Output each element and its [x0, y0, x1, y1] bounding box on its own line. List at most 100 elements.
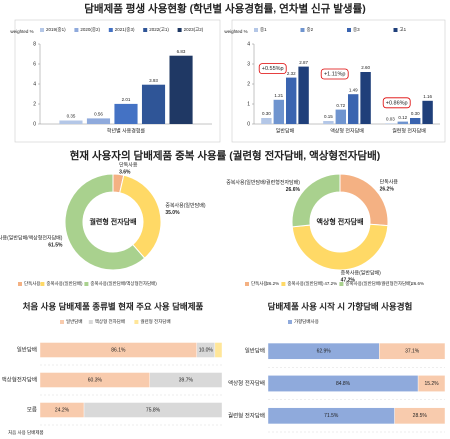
y-tick-label: 0 [33, 121, 36, 127]
data-label: 2.60 [361, 65, 370, 70]
panel-frame [14, 19, 221, 143]
legend-label: 2020(중2) [80, 27, 100, 32]
data-label: 61.5% [48, 242, 63, 248]
legend-label: 중복사용(일반담배/궐련형전자담배) [345, 280, 412, 287]
data-label: 60.3% [88, 377, 103, 383]
legend-swatch [254, 28, 258, 32]
bar [261, 118, 272, 124]
data-label: 0.56 [94, 112, 103, 117]
bar [360, 72, 371, 124]
legend-swatch [60, 320, 64, 324]
data-label: 0.30 [411, 111, 420, 116]
bar-segment [379, 342, 446, 360]
legend-label: 고1 [400, 27, 407, 32]
slice-label: 중복사용(일반담배/궐련형전자담배) [226, 179, 300, 186]
x-tick-label: 액상형 전자담배 [330, 127, 364, 134]
center-label: 궐련형 전자담배 [89, 217, 136, 226]
data-label: 86.1% [111, 347, 126, 353]
legend-swatch [108, 28, 113, 32]
bar [347, 94, 359, 124]
legend-swatch [74, 28, 79, 32]
legend-swatch [177, 28, 182, 32]
legend-value: 26.6% [411, 281, 424, 286]
legend-label: 중1 [260, 27, 267, 32]
bar [273, 99, 285, 124]
y-tick-label: 4 [247, 41, 250, 47]
bar-segment [214, 342, 223, 358]
section-heading: 담배제품 평생 사용현황 (학년별 사용경험률, 연차별 신규 발생률) [84, 2, 366, 15]
legend-swatch [300, 28, 305, 32]
data-label: 0.03 [386, 117, 395, 122]
x-tick-label: 일반담배 [276, 127, 295, 134]
legend-swatch [40, 28, 44, 32]
legend-value: 47.2% [324, 281, 337, 286]
legend-label: 일반담배 [66, 318, 83, 325]
data-label: 0.35 [67, 114, 76, 119]
bar [385, 123, 396, 124]
y-tick-label: 일반담배 [17, 345, 37, 353]
bar [397, 121, 409, 124]
data-label: 24.2% [55, 407, 70, 413]
annotation: +1.11%p [324, 71, 345, 77]
y-tick-label: 8 [33, 41, 36, 47]
slice-label: 중복사용(일반담배/액상형전자담배) [0, 234, 63, 241]
section-heading: 담배제품 사용 시작 시 가향담배 사용경험 [268, 301, 413, 311]
bar [59, 120, 83, 124]
data-label: 62.9% [317, 348, 332, 354]
data-label: 0.30 [262, 111, 271, 116]
bar [298, 66, 309, 124]
legend-swatch [143, 28, 148, 32]
data-label: 2.87 [299, 60, 308, 65]
y-axis-label: weighted % [224, 29, 247, 34]
y-tick-label: 3 [247, 61, 250, 67]
legend-swatch [134, 320, 139, 324]
data-label: 6.83 [177, 49, 186, 54]
legend-label: 중복사용(일반담배/액상형전자담배) [90, 280, 157, 287]
donut-slice [291, 223, 389, 271]
donut-slice [291, 173, 341, 228]
legend-label: 2023(고2) [184, 27, 204, 32]
data-label: 75.8% [146, 407, 161, 413]
x-axis-label: 처음 사용 담배제품 [8, 429, 44, 436]
bar-segment [417, 375, 446, 392]
annotation-box [320, 68, 349, 80]
legend-swatch [245, 282, 249, 286]
data-label: 47.2% [341, 277, 356, 283]
bar [335, 109, 347, 124]
legend-label: 중복사용(일반담배) [46, 280, 83, 287]
data-label: 71.5% [324, 413, 339, 419]
legend-swatch [347, 28, 351, 32]
bar [86, 118, 111, 124]
panel-frame [231, 19, 446, 143]
bar [422, 100, 433, 124]
data-label: 39.7% [179, 377, 194, 383]
x-tick-label: 학년별 사용경험률 [107, 127, 146, 134]
y-tick-label: 1 [247, 101, 250, 107]
legend-swatch [339, 282, 344, 286]
data-label: 2.01 [122, 97, 131, 102]
y-axis-label: weighted % [10, 29, 33, 34]
data-label: 0.15 [324, 114, 333, 119]
y-tick-label: 6 [33, 61, 36, 67]
y-tick-label: 2 [247, 81, 250, 87]
section-heading: 현재 사용자의 담배제품 중복 사용률 (궐련형 전자담배, 액상형전자담배) [70, 149, 380, 162]
bar [323, 121, 334, 124]
data-label: 84.8% [336, 381, 351, 387]
legend-swatch [288, 320, 292, 324]
legend-label: 액상형 전자담배 [95, 318, 125, 325]
slice-label: 단독사용 [119, 162, 138, 169]
data-label: 26.6% [286, 187, 301, 193]
slice-label: 단독사용 [380, 179, 399, 186]
data-label: 1.49 [349, 87, 358, 92]
y-tick-label: 일반담배 [245, 347, 265, 355]
bar-segment [149, 372, 223, 388]
legend-swatch [18, 282, 22, 286]
y-tick-label: 액상형 전자담배 [228, 379, 265, 387]
legend-value: 26.2% [266, 281, 279, 286]
y-tick-label: 액상형전자담배 [2, 375, 37, 383]
legend-swatch [84, 282, 89, 286]
legend-label: 단독사용 [24, 280, 41, 287]
y-tick-label: 0 [247, 121, 250, 127]
annotation-box [258, 63, 287, 74]
legend-swatch [40, 282, 45, 286]
